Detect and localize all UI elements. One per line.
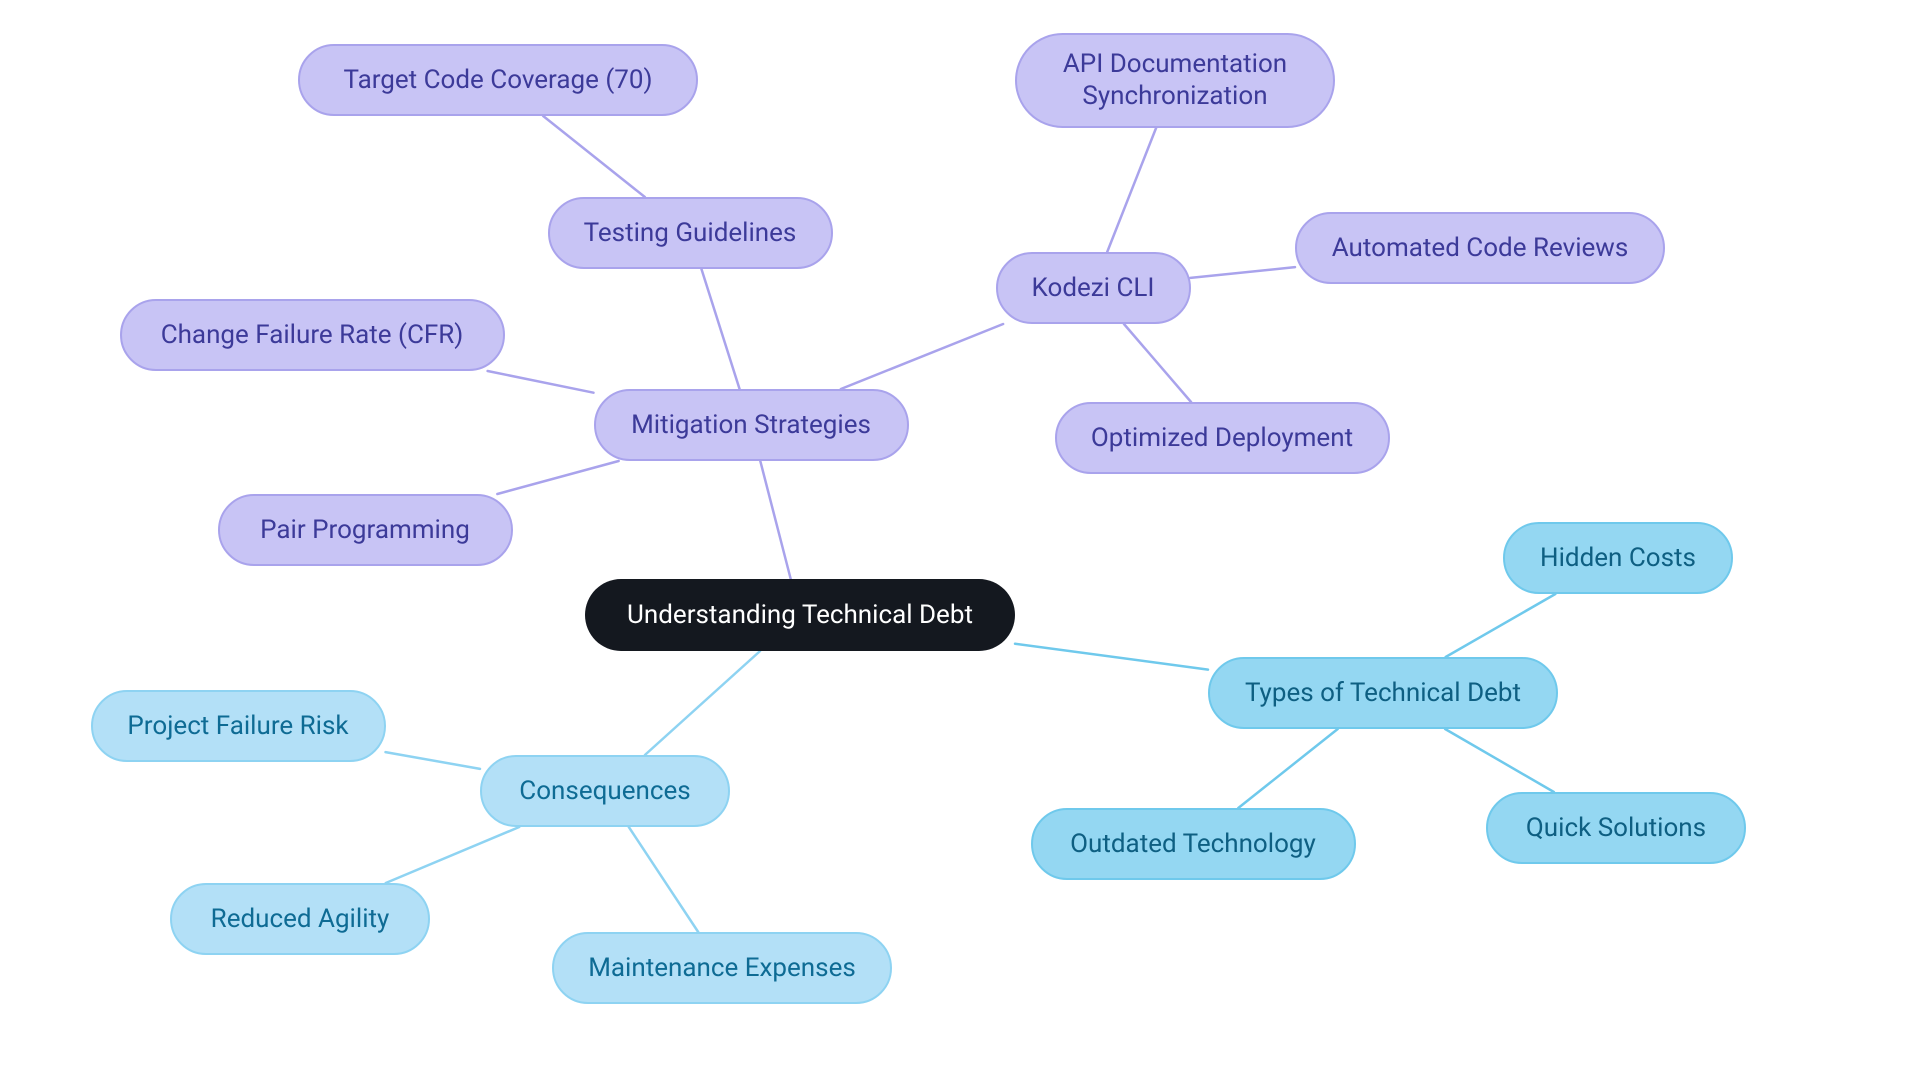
node-optdep: Optimized Deployment bbox=[1055, 402, 1390, 474]
node-apidoc: API Documentation Synchronization bbox=[1015, 33, 1335, 128]
node-label: Outdated Technology bbox=[1070, 828, 1316, 861]
edge-types-quick bbox=[1445, 729, 1554, 792]
node-outdated: Outdated Technology bbox=[1031, 808, 1356, 880]
node-projfail: Project Failure Risk bbox=[91, 690, 386, 762]
edge-mitigation-kodezi bbox=[841, 324, 1003, 389]
node-conseq: Consequences bbox=[480, 755, 730, 827]
node-autocr: Automated Code Reviews bbox=[1295, 212, 1665, 284]
node-label: Testing Guidelines bbox=[584, 217, 797, 250]
edge-root-types bbox=[1015, 644, 1208, 670]
edge-kodezi-autocr bbox=[1191, 267, 1296, 278]
edge-conseq-maint bbox=[629, 827, 698, 932]
node-mitigation: Mitigation Strategies bbox=[594, 389, 909, 461]
node-label: API Documentation Synchronization bbox=[1063, 48, 1287, 113]
edge-types-outdated bbox=[1238, 729, 1337, 808]
node-label: Quick Solutions bbox=[1526, 812, 1706, 845]
node-kodezi: Kodezi CLI bbox=[996, 252, 1191, 324]
node-root: Understanding Technical Debt bbox=[585, 579, 1015, 651]
edge-mitigation-testing bbox=[701, 269, 739, 389]
node-maint: Maintenance Expenses bbox=[552, 932, 892, 1004]
node-label: Change Failure Rate (CFR) bbox=[161, 319, 464, 352]
edge-root-conseq bbox=[645, 651, 760, 755]
node-label: Understanding Technical Debt bbox=[627, 599, 973, 632]
node-hidden: Hidden Costs bbox=[1503, 522, 1733, 594]
node-testing: Testing Guidelines bbox=[548, 197, 833, 269]
node-label: Optimized Deployment bbox=[1091, 422, 1353, 455]
node-label: Kodezi CLI bbox=[1032, 272, 1155, 305]
node-coverage: Target Code Coverage (70) bbox=[298, 44, 698, 116]
node-pair: Pair Programming bbox=[218, 494, 513, 566]
node-label: Maintenance Expenses bbox=[588, 952, 856, 985]
node-label: Hidden Costs bbox=[1540, 542, 1696, 575]
edge-types-hidden bbox=[1446, 594, 1556, 657]
node-label: Types of Technical Debt bbox=[1245, 677, 1521, 710]
edge-kodezi-apidoc bbox=[1107, 128, 1156, 253]
edge-testing-coverage bbox=[543, 116, 645, 197]
node-types: Types of Technical Debt bbox=[1208, 657, 1558, 729]
node-label: Automated Code Reviews bbox=[1332, 232, 1629, 265]
node-label: Consequences bbox=[519, 775, 690, 808]
node-agility: Reduced Agility bbox=[170, 883, 430, 955]
edge-root-mitigation bbox=[760, 461, 790, 579]
edge-mitigation-pair bbox=[497, 461, 618, 494]
node-label: Target Code Coverage (70) bbox=[343, 64, 652, 97]
node-cfr: Change Failure Rate (CFR) bbox=[120, 299, 505, 371]
edge-kodezi-optdep bbox=[1124, 324, 1191, 402]
node-label: Reduced Agility bbox=[211, 903, 390, 936]
node-quick: Quick Solutions bbox=[1486, 792, 1746, 864]
edge-mitigation-cfr bbox=[488, 371, 594, 393]
mindmap-canvas: Understanding Technical Debt Mitigation S… bbox=[0, 0, 1920, 1083]
edge-conseq-projfail bbox=[386, 752, 481, 769]
edge-conseq-agility bbox=[386, 827, 519, 883]
node-label: Pair Programming bbox=[260, 514, 470, 547]
node-label: Project Failure Risk bbox=[127, 710, 348, 743]
node-label: Mitigation Strategies bbox=[631, 409, 871, 442]
